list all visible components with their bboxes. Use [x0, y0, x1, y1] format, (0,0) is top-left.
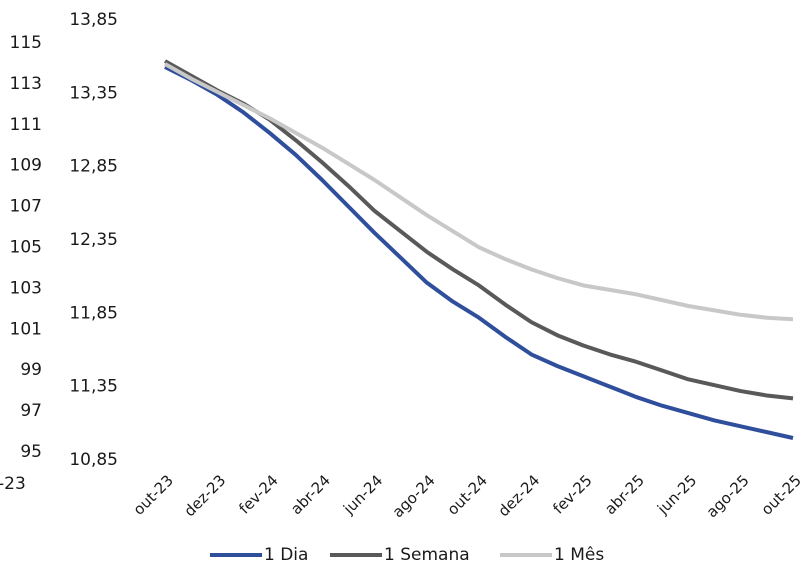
y-tick-label: 115 — [10, 33, 42, 53]
y-tick-label: 10,85 — [69, 450, 118, 470]
y-tick-label: 13,35 — [69, 83, 118, 103]
legend-label: 1 Semana — [384, 545, 470, 565]
x-tick-label: jun-25 — [653, 471, 700, 518]
x-tick-label: -23 — [0, 474, 26, 494]
legend-label: 1 Dia — [264, 545, 308, 565]
y-tick-label: 107 — [10, 197, 42, 217]
x-tick-label: fev-24 — [235, 471, 281, 517]
x-tick-label: out-25 — [758, 471, 805, 518]
x-tick-label: ago-24 — [389, 471, 439, 521]
y-tick-label: 95 — [20, 442, 42, 462]
y-tick-label: 99 — [20, 360, 42, 380]
y-tick-label: 111 — [10, 115, 42, 135]
series-line — [164, 62, 794, 322]
y-tick-label: 113 — [10, 74, 42, 94]
x-tick-label: dez-24 — [494, 471, 543, 520]
x-tick-label: fev-25 — [549, 471, 595, 517]
x-tick-label: abr-24 — [287, 471, 334, 518]
y-tick-label: 12,85 — [69, 157, 118, 177]
x-tick-label: out-24 — [444, 471, 491, 518]
x-tick-label: dez-23 — [180, 471, 229, 520]
x-tick-label: jun-24 — [339, 471, 386, 518]
legend-label: 1 Mês — [554, 545, 604, 565]
x-tick-label: out-23 — [130, 471, 177, 518]
y-tick-label: 13,85 — [69, 10, 118, 30]
y-tick-label: 101 — [10, 319, 42, 339]
x-tick-label: ago-25 — [703, 471, 753, 521]
y-tick-label: 109 — [10, 156, 42, 176]
y-tick-label: 11,85 — [69, 303, 118, 323]
y-tick-label: 97 — [20, 401, 42, 421]
y-tick-label: 11,35 — [69, 377, 118, 397]
y-tick-label: 103 — [10, 278, 42, 298]
y-tick-label: 105 — [10, 238, 42, 258]
y-tick-label: 12,35 — [69, 230, 118, 250]
x-tick-label: abr-25 — [601, 471, 648, 518]
series-line — [164, 65, 794, 440]
